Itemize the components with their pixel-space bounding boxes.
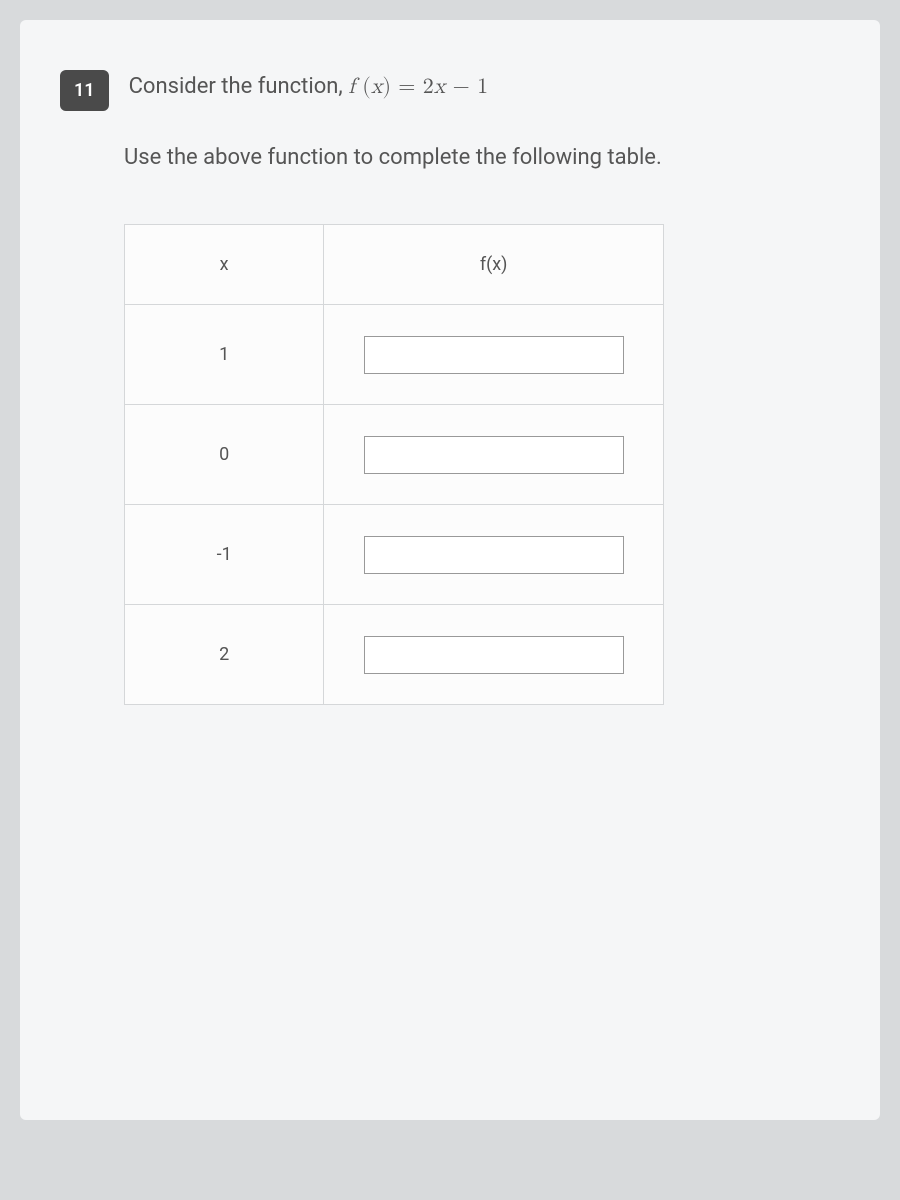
question-instruction: Use the above function to complete the f… <box>124 141 840 174</box>
fn-close-paren: ) <box>382 76 391 98</box>
fn-open-paren: ( <box>355 76 371 98</box>
fx-input-row-3[interactable] <box>364 536 624 574</box>
x-cell: 2 <box>125 605 324 705</box>
x-cell: 1 <box>125 305 324 405</box>
fx-input-row-4[interactable] <box>364 636 624 674</box>
question-header: 11 Consider the function, f (x) = 2x − 1 <box>60 70 840 111</box>
fx-cell <box>324 305 664 405</box>
question-prompt: Consider the function, f (x) = 2x − 1 <box>129 70 840 104</box>
prompt-prefix: Consider the function, <box>129 74 349 99</box>
question-number-badge: 11 <box>60 70 109 111</box>
fx-cell <box>324 405 664 505</box>
table-header-row: x f(x) <box>125 225 664 305</box>
table-row: 2 <box>125 605 664 705</box>
fn-const: 1 <box>477 76 488 98</box>
function-expression: f (x) = 2x − 1 <box>348 76 488 98</box>
fx-cell <box>324 605 664 705</box>
fn-coeff: 2 <box>423 76 434 98</box>
table-row: -1 <box>125 505 664 605</box>
x-cell: -1 <box>125 505 324 605</box>
column-header-x: x <box>125 225 324 305</box>
question-panel: 11 Consider the function, f (x) = 2x − 1… <box>20 20 880 1120</box>
function-table: x f(x) 1 0 -1 <box>124 224 664 705</box>
fn-arg: x <box>371 76 383 98</box>
fn-var: x <box>434 76 446 98</box>
fn-equals: = <box>391 76 423 98</box>
fn-letter: f <box>348 76 355 98</box>
fn-op: − <box>445 76 477 98</box>
function-table-container: x f(x) 1 0 -1 <box>124 224 664 705</box>
column-header-fx: f(x) <box>324 225 664 305</box>
x-cell: 0 <box>125 405 324 505</box>
table-row: 0 <box>125 405 664 505</box>
fx-input-row-2[interactable] <box>364 436 624 474</box>
fx-input-row-1[interactable] <box>364 336 624 374</box>
table-row: 1 <box>125 305 664 405</box>
fx-cell <box>324 505 664 605</box>
